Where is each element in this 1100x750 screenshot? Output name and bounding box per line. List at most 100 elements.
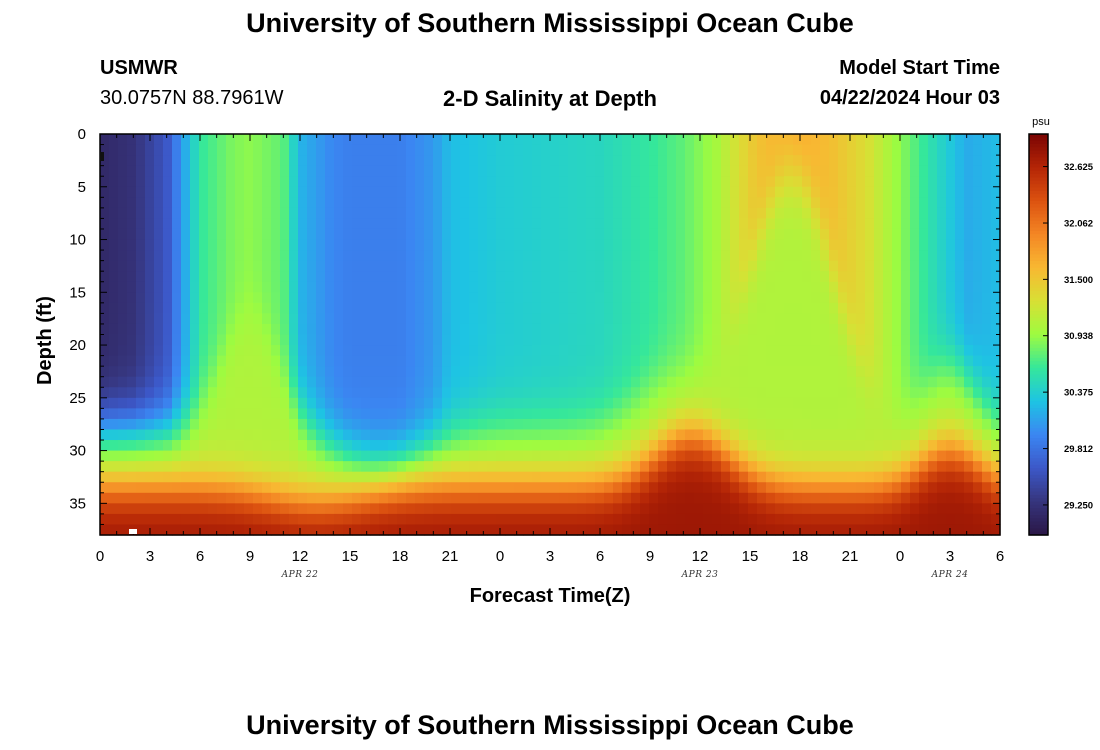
heatmap-cell [748,397,758,409]
heatmap-cell [415,513,425,526]
heatmap-cell [748,292,758,304]
heatmap-cell [478,218,488,230]
heatmap-cell [343,239,353,251]
heatmap-cell [757,155,767,167]
heatmap-cell [550,450,560,462]
heatmap-cell [748,503,758,515]
heatmap-cell [838,313,848,325]
heatmap-cell [415,197,425,209]
heatmap-cell [514,271,524,283]
heatmap-cell [361,345,371,357]
heatmap-cell [766,408,776,420]
heatmap-cell [118,155,128,167]
heatmap-cell [775,492,785,504]
heatmap-cell [640,271,650,283]
heatmap-cell [604,239,614,251]
heatmap-cell [676,323,686,336]
heatmap-cell [775,387,785,399]
heatmap-cell [136,302,146,314]
heatmap-cell [712,197,722,209]
heatmap-cell [100,471,110,483]
heatmap-cell [118,450,128,462]
heatmap-cell [973,281,983,293]
heatmap-cell [352,292,362,304]
heatmap-cell [352,461,362,473]
heatmap-cell [901,165,911,177]
heatmap-cell [289,471,299,483]
heatmap-cell [127,228,137,241]
heatmap-cell [154,376,164,388]
heatmap-cell [532,228,542,241]
heatmap-cell [559,482,569,494]
heatmap-cell [199,376,209,388]
heatmap-cell [298,503,308,515]
heatmap-cell [685,239,695,251]
heatmap-cell [685,176,695,188]
heatmap-cell [838,513,848,526]
heatmap-cell [622,503,632,515]
heatmap-cell [496,165,506,177]
heatmap-cell [109,503,119,515]
heatmap-cell [370,461,380,473]
heatmap-cell [793,429,803,441]
heatmap-cell [118,387,128,399]
heatmap-cell [748,302,758,314]
colorbar-segment [1029,204,1048,209]
heatmap-cell [127,218,137,230]
colorbar-segment [1029,377,1048,382]
heatmap-cell [721,176,731,188]
heatmap-cell [991,503,1001,515]
heatmap-cell [136,271,146,283]
colorbar-tick-label: 31.500 [1064,275,1093,286]
heatmap-cell [406,524,416,536]
heatmap-cell [811,376,821,388]
heatmap-cell [757,376,767,388]
x-tick-label: 6 [596,548,604,565]
colorbar-segment [1029,287,1048,292]
heatmap-cell [424,176,434,188]
heatmap-cell [262,292,272,304]
heatmap-cell [883,165,893,177]
heatmap-cell [226,228,236,241]
heatmap-cell [730,228,740,241]
heatmap-cell [892,323,902,336]
heatmap-cell [298,471,308,483]
heatmap-cell [496,228,506,241]
heatmap-cell [361,281,371,293]
colorbar-segment [1029,371,1048,376]
heatmap-cell [685,292,695,304]
heatmap-cell [190,429,200,441]
heatmap-cell [541,218,551,230]
heatmap-cell [460,323,470,336]
heatmap-cell [757,292,767,304]
heatmap-cell [163,313,173,325]
heatmap-cell [334,440,344,452]
heatmap-cell [550,207,560,220]
heatmap-cell [433,144,443,156]
heatmap-cell [397,292,407,304]
colorbar-segment [1029,414,1048,419]
heatmap-cell [685,302,695,314]
heatmap-cell [865,134,875,146]
heatmap-cell [712,334,722,346]
heatmap-cell [892,366,902,378]
heatmap-cell [901,418,911,431]
heatmap-cell [973,355,983,367]
heatmap-cell [901,524,911,536]
heatmap-cell [118,218,128,230]
heatmap-cell [361,397,371,409]
heatmap-cell [712,323,722,336]
colorbar-tick-label: 29.812 [1064,444,1093,455]
heatmap-cell [559,471,569,483]
heatmap-cell [505,144,515,156]
heatmap-cell [127,387,137,399]
heatmap-cell [154,408,164,420]
heatmap-cell [343,176,353,188]
heatmap-cell [964,302,974,314]
heatmap-cell [640,165,650,177]
heatmap-cell [262,429,272,441]
heatmap-cell [928,218,938,230]
colorbar-segment [1029,421,1048,426]
heatmap-cell [766,418,776,431]
heatmap-cell [415,134,425,146]
